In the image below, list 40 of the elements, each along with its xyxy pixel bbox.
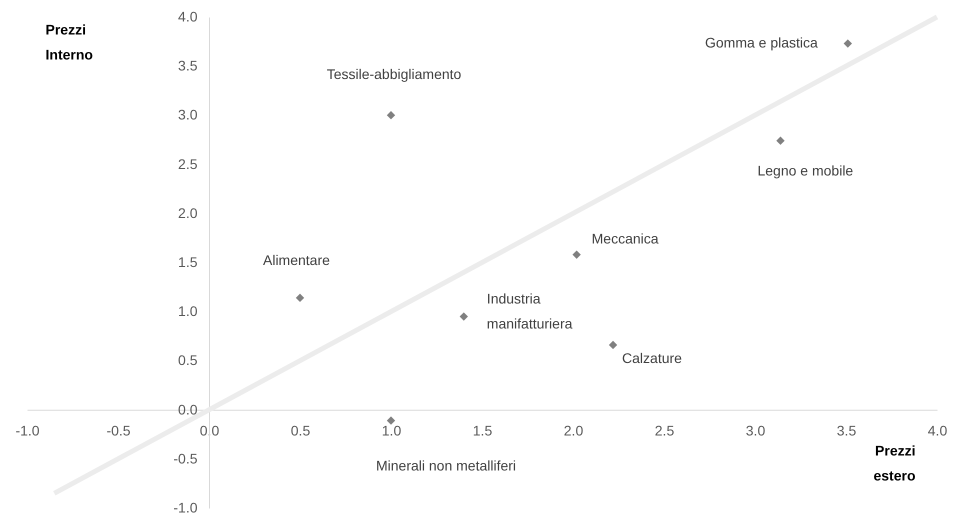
x-tick-label: 0.5 (290, 422, 310, 438)
y-tick-label: 2.5 (178, 156, 198, 172)
point (386, 416, 396, 425)
x-tick-label: 3.0 (746, 422, 766, 438)
point (608, 340, 618, 350)
x-tick-label: 1.5 (472, 422, 492, 438)
point (572, 250, 581, 259)
annotation: Legno e mobile (757, 162, 854, 179)
annotation: Alimentare (263, 252, 330, 268)
y-tick-label: 1.5 (178, 254, 198, 270)
y-tick-label: -1.0 (173, 500, 198, 516)
point (296, 294, 304, 302)
x-tick-label: -0.5 (106, 422, 131, 438)
annotation: Gomma e plastica (704, 34, 818, 51)
point (844, 39, 852, 48)
y-tick-label: 0.0 (178, 401, 198, 418)
point (460, 312, 468, 321)
x-axis-title: Prezzi estero (873, 442, 916, 484)
x-tick-label: 0.0 (200, 422, 220, 438)
x-tick-label: 2.0 (564, 422, 584, 438)
y-tick-label: 3.0 (178, 106, 198, 123)
y-tick-label: 0.5 (178, 352, 198, 368)
annotation: Tessile-abbigliamento (326, 66, 462, 82)
point (386, 111, 396, 120)
y-tick-label: 3.5 (178, 58, 198, 74)
y-tick-label: 4.0 (178, 8, 198, 24)
y-tick-label: 2.0 (178, 204, 198, 221)
y-tick-label: 1.0 (178, 303, 198, 320)
x-tick-label: 1.0 (382, 422, 402, 438)
x-tick-label: 3.5 (836, 422, 856, 438)
y-tick-label: -0.5 (173, 450, 198, 466)
annotation: Minerali non metalliferi (376, 458, 516, 474)
point (776, 136, 785, 145)
annotation: Meccanica (592, 230, 659, 247)
x-tick-label: 2.5 (654, 422, 674, 438)
x-tick-label: -1.0 (15, 422, 40, 438)
annotation: Calzature (622, 350, 682, 366)
x-tick-label: 4.0 (928, 422, 948, 438)
annotation: Industria manifatturiera (486, 290, 573, 332)
y-axis-title: Prezzi Interno (46, 22, 93, 62)
